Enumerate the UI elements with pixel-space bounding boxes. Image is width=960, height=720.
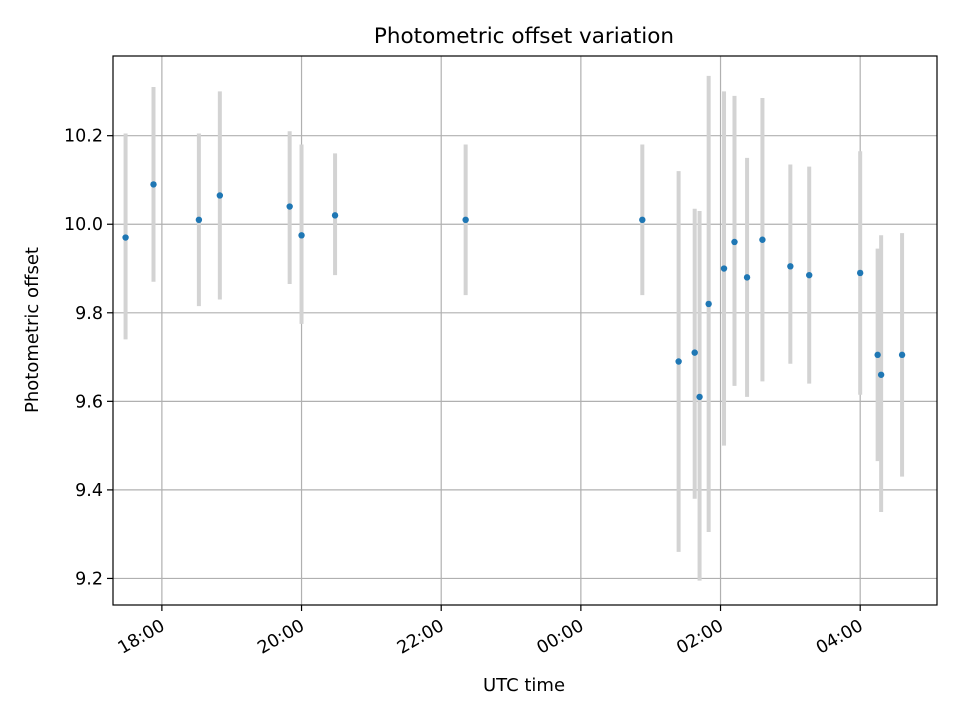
x-tick-label: 00:00 [534, 616, 588, 659]
data-point [696, 393, 703, 401]
data-point [216, 192, 224, 199]
data-point [874, 351, 881, 359]
data-point [877, 371, 885, 378]
data-point [675, 358, 682, 365]
data-point [150, 181, 157, 188]
x-tick-label: 04:00 [813, 616, 867, 659]
data-point [720, 265, 728, 272]
data-point [705, 300, 712, 308]
data-point [787, 263, 794, 270]
x-axis-label: UTC time [483, 675, 565, 696]
data-point [731, 238, 738, 246]
data-point [639, 216, 646, 224]
x-tick-label: 22:00 [394, 616, 448, 659]
data-point [331, 212, 339, 219]
y-axis-label: Photometric offset [22, 247, 43, 413]
data-point [195, 216, 203, 224]
chart-title: Photometric offset variation [374, 24, 674, 49]
data-point [122, 234, 129, 241]
data-point [856, 269, 864, 277]
data-point [898, 351, 906, 359]
y-tick-label: 9.8 [75, 304, 103, 324]
y-tick-label: 10.2 [64, 127, 103, 147]
data-point [286, 203, 293, 210]
x-tick-label: 02:00 [673, 616, 727, 659]
y-axis-ticks: 9.2 9.4 9.6 9.8 10.0 10.2 [64, 127, 113, 589]
data-point [298, 232, 305, 239]
y-tick-label: 10.0 [64, 215, 103, 235]
y-tick-label: 9.2 [75, 569, 103, 589]
x-axis-ticks: 18:00 20:00 22:00 00:00 02:00 04:00 [115, 605, 867, 659]
data-points [122, 181, 906, 401]
data-point [462, 216, 469, 224]
x-tick-label: 20:00 [254, 616, 308, 659]
plot-frame [112, 55, 938, 606]
grid [113, 56, 937, 605]
y-tick-label: 9.6 [75, 392, 103, 412]
y-tick-label: 9.4 [75, 481, 103, 501]
data-point [806, 271, 813, 279]
data-point [743, 274, 751, 281]
data-point [759, 236, 766, 243]
x-tick-label: 18:00 [115, 616, 169, 659]
error-bars [123, 75, 905, 581]
data-point [691, 349, 698, 356]
